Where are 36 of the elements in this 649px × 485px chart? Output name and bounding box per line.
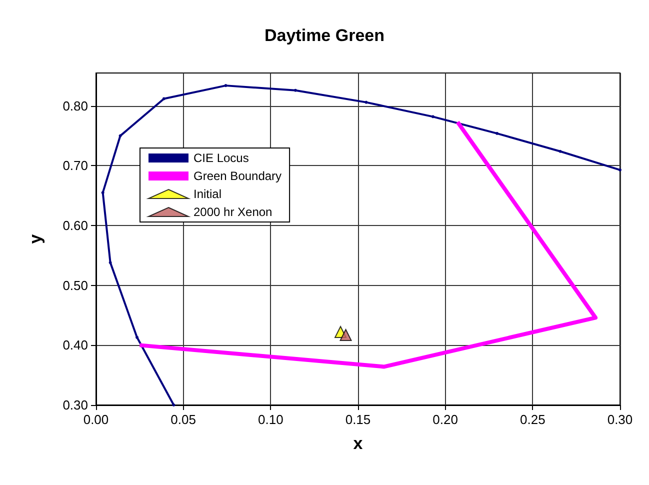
y-tick-label: 0.80 (62, 98, 88, 114)
x-tick-label: 0.25 (520, 412, 546, 427)
point (108, 261, 112, 264)
chart-title: Daytime Green (264, 26, 384, 45)
x-tick-label: 0.00 (83, 412, 109, 427)
point (172, 404, 176, 406)
point (558, 150, 562, 153)
x-tick-label: 0.30 (607, 412, 633, 427)
point (101, 191, 104, 194)
x-tick-label: 0.05 (170, 412, 196, 427)
y-tick-label: 0.40 (62, 338, 88, 353)
point (618, 168, 622, 172)
point (496, 132, 499, 135)
y-tick-label: 0.50 (62, 278, 88, 293)
y-axis-title: y (26, 234, 45, 244)
point (364, 100, 368, 104)
y-tick-label: 0.60 (62, 218, 88, 234)
x-tick-label: 0.10 (258, 412, 284, 427)
point (118, 134, 122, 138)
x-tick-label: 0.20 (432, 412, 458, 427)
point (224, 84, 228, 88)
legend-label: 2000 hr Xenon (194, 205, 272, 219)
x-tick-label: 0.15 (345, 412, 371, 427)
point (294, 88, 297, 92)
line-series (101, 84, 622, 406)
point (431, 115, 434, 118)
legend-label: Green Boundary (194, 169, 282, 183)
y-tick-label: 0.70 (62, 158, 88, 174)
point (340, 329, 352, 342)
legend-label: Initial (194, 187, 222, 201)
legend-label: CIE Locus (194, 151, 249, 165)
point (162, 97, 166, 100)
point (136, 336, 139, 339)
line-series (138, 120, 598, 369)
y-tick-label: 0.30 (62, 398, 88, 412)
x-axis-title: x (353, 434, 364, 453)
